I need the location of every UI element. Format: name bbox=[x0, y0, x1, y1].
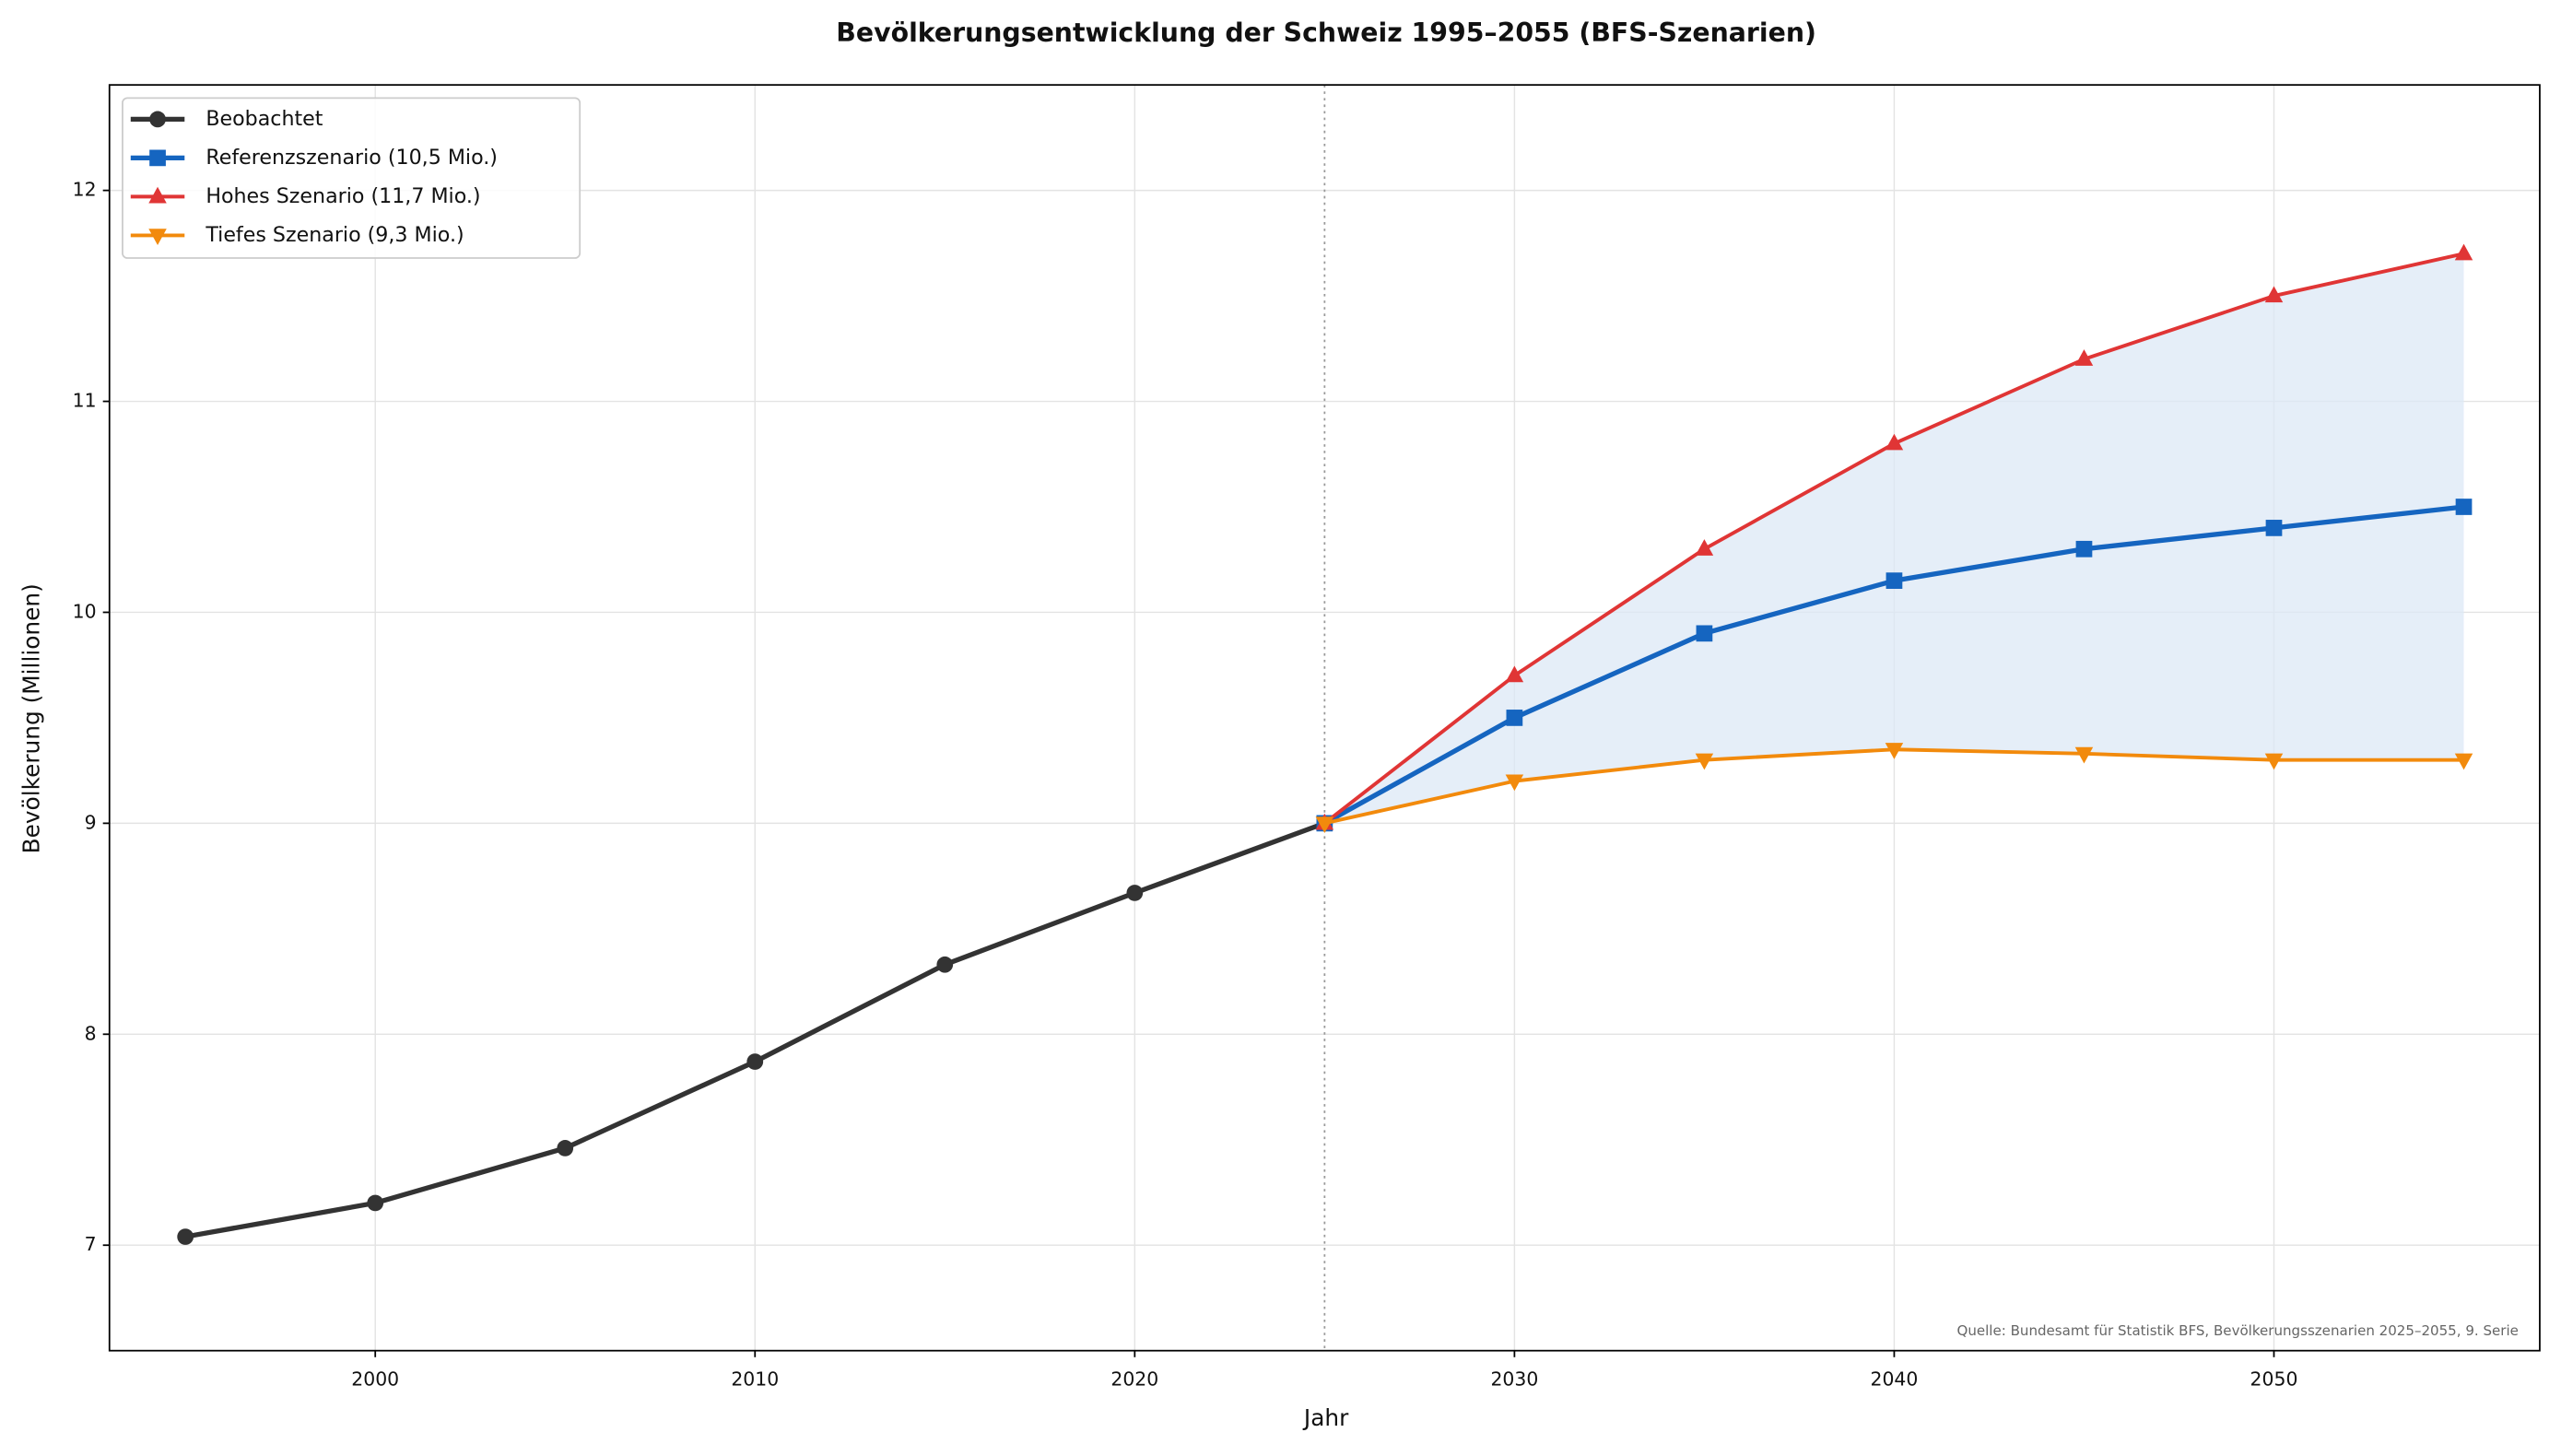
point bbox=[1505, 774, 1524, 792]
point bbox=[2264, 286, 2284, 303]
source-note: Quelle: Bundesamt für Statistik BFS, Bev… bbox=[1956, 1322, 2518, 1339]
legend-marker bbox=[148, 186, 167, 204]
y-tick-label: 9 bbox=[85, 811, 97, 833]
point bbox=[1695, 539, 1714, 556]
point bbox=[1506, 710, 1523, 726]
x-tick-label: 2050 bbox=[2250, 1368, 2298, 1391]
point bbox=[1505, 665, 1524, 683]
y-tick-label: 11 bbox=[73, 390, 97, 412]
point bbox=[177, 1228, 194, 1245]
point bbox=[1885, 433, 1904, 451]
point bbox=[367, 1194, 384, 1212]
point bbox=[1315, 816, 1334, 834]
x-tick-label: 2010 bbox=[731, 1368, 779, 1391]
point bbox=[2454, 753, 2473, 770]
x-tick-label: 2030 bbox=[1490, 1368, 1538, 1391]
x-tick-label: 2020 bbox=[1110, 1368, 1158, 1391]
point bbox=[936, 956, 954, 973]
legend-label: Hohes Szenario (11,7 Mio.) bbox=[206, 184, 480, 208]
y-tick-label: 10 bbox=[73, 600, 97, 622]
point bbox=[1696, 625, 1713, 642]
y-axis-label: Bevölkerung (Millionen) bbox=[18, 583, 44, 853]
point bbox=[2264, 753, 2284, 770]
y-tick-label: 8 bbox=[85, 1022, 97, 1044]
point bbox=[1126, 885, 1144, 901]
legend-marker bbox=[148, 229, 167, 246]
legend-label: Referenzszenario (10,5 Mio.) bbox=[206, 146, 498, 170]
plot-frame bbox=[108, 84, 2541, 1352]
point bbox=[557, 1140, 574, 1157]
point bbox=[1886, 572, 1903, 589]
point bbox=[2265, 520, 2283, 536]
point bbox=[1695, 753, 1714, 770]
point bbox=[2454, 243, 2473, 261]
point bbox=[746, 1053, 764, 1070]
x-tick-label: 2000 bbox=[351, 1368, 399, 1391]
point bbox=[2074, 349, 2094, 366]
legend-box bbox=[122, 97, 582, 259]
x-tick-label: 2040 bbox=[1871, 1368, 1919, 1391]
x-axis-label: Jahr bbox=[1302, 1404, 1349, 1431]
scenario-band bbox=[1324, 253, 2464, 824]
point bbox=[2075, 540, 2093, 558]
y-tick-label: 12 bbox=[73, 179, 97, 201]
y-tick-label: 7 bbox=[85, 1233, 97, 1255]
point bbox=[1885, 743, 1904, 759]
point bbox=[2455, 499, 2473, 515]
legend-label: Beobachtet bbox=[206, 107, 323, 131]
legend-marker bbox=[149, 111, 166, 128]
legend-label: Tiefes Szenario (9,3 Mio.) bbox=[205, 223, 464, 247]
legend-marker bbox=[149, 149, 166, 167]
chart-title: Bevölkerungsentwicklung der Schweiz 1995… bbox=[836, 18, 1816, 48]
point bbox=[2074, 746, 2094, 764]
